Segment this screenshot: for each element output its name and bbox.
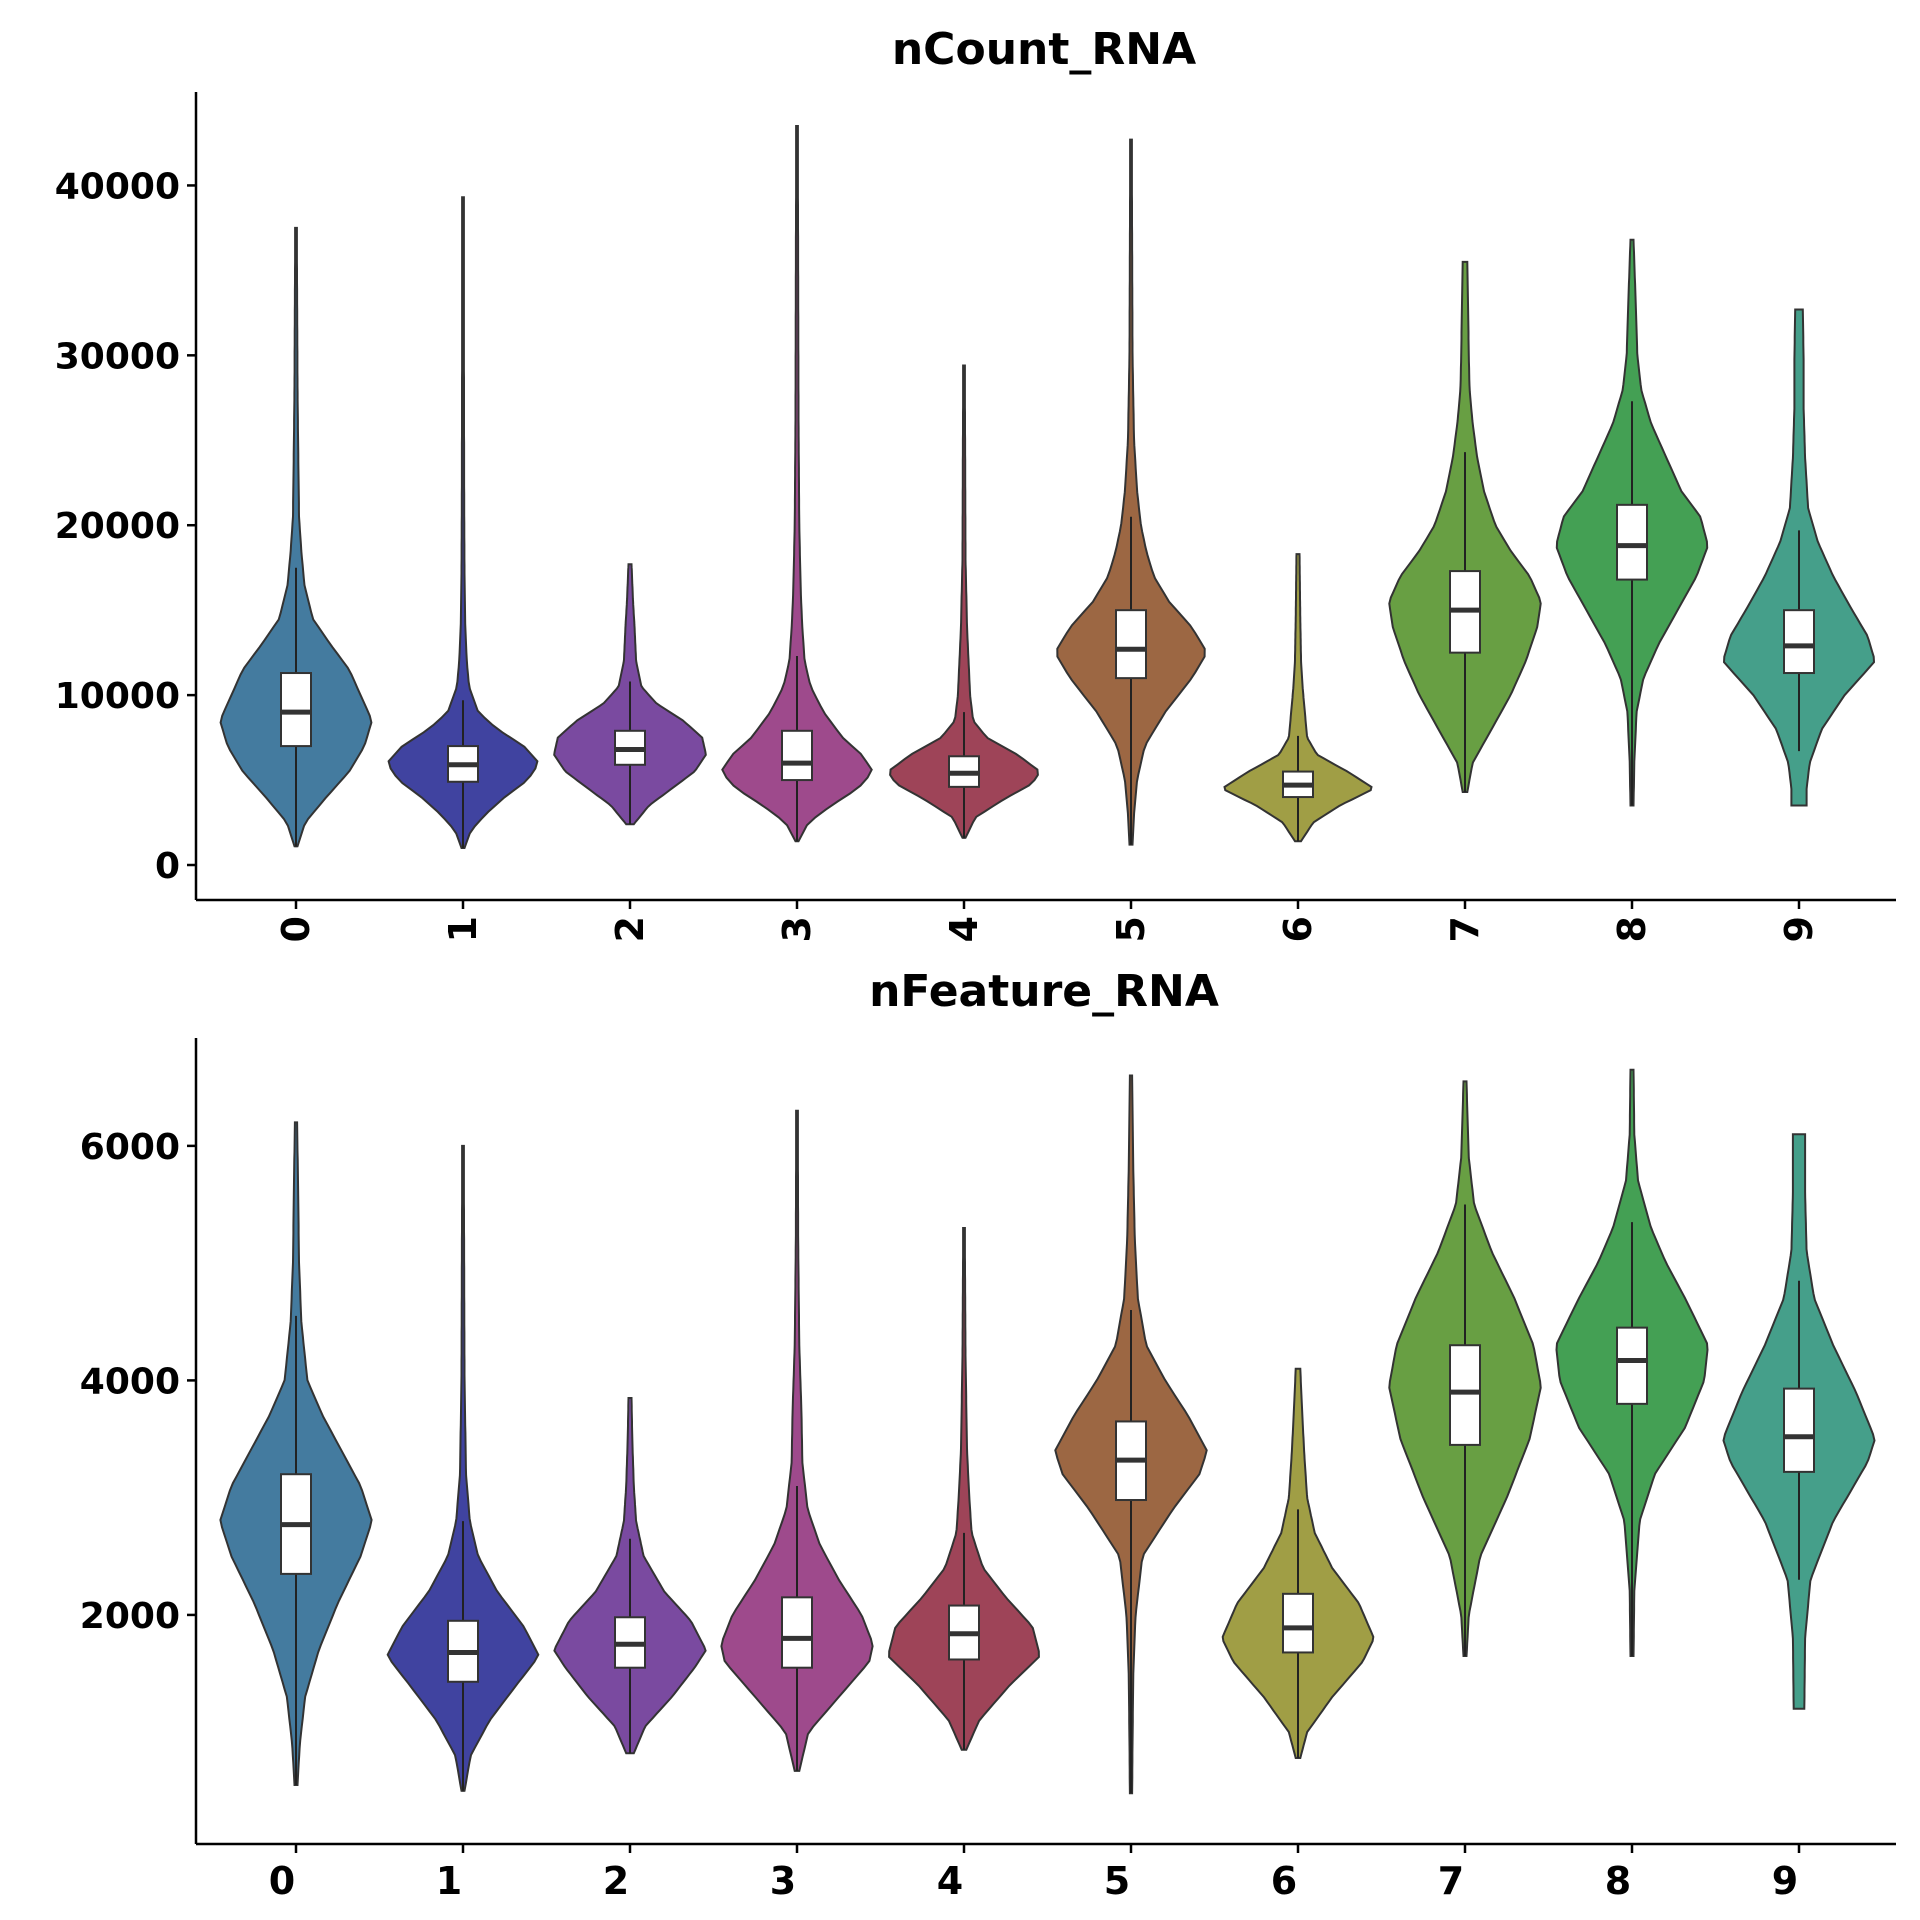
violin-9 xyxy=(1722,308,1876,807)
box-iqr xyxy=(280,672,312,748)
violin-shape xyxy=(387,196,539,850)
box-iqr xyxy=(1783,1387,1815,1473)
x-tick-label: 3 xyxy=(775,916,819,942)
violin-6 xyxy=(1221,1367,1375,1760)
violin-9 xyxy=(1722,1133,1876,1710)
x-tick-label: 2 xyxy=(608,916,652,942)
box-iqr xyxy=(1616,503,1648,581)
violin-7 xyxy=(1388,260,1542,794)
violin-shape xyxy=(888,1227,1040,1751)
x-tick-label: 1 xyxy=(441,916,485,942)
x-tick-label: 8 xyxy=(1610,916,1654,942)
violin-1 xyxy=(386,1144,540,1792)
violin-0 xyxy=(219,226,373,848)
violin-7 xyxy=(1388,1080,1542,1658)
violin-8 xyxy=(1555,238,1709,807)
x-tick-label: 1 xyxy=(436,1859,462,1903)
x-tick-label: 7 xyxy=(1438,1859,1464,1903)
violin-5 xyxy=(1056,138,1206,846)
violin-3 xyxy=(721,125,873,843)
y-tick-label: 20000 xyxy=(55,506,180,547)
x-tick-label: 4 xyxy=(942,916,986,942)
y-tick-label: 0 xyxy=(155,846,180,887)
x-tick-label: 6 xyxy=(1271,1859,1297,1903)
panel-title-ncount-rna: nCount_RNA xyxy=(892,24,1196,75)
panel-nfeature-rna: nFeature_RNA 2000 4000 6000 0 1 2 3 4 5 6 7 8 9 xyxy=(80,966,1896,1903)
violin-shape xyxy=(1223,553,1373,843)
y-tick-label: 6000 xyxy=(80,1127,180,1168)
violin-shape xyxy=(720,1109,874,1772)
x-tick-label: 7 xyxy=(1443,916,1487,942)
x-tick-label: 2 xyxy=(603,1859,629,1903)
box-iqr xyxy=(1783,609,1815,675)
violin-6 xyxy=(1223,553,1373,843)
violin-3 xyxy=(720,1109,874,1772)
violin-1 xyxy=(387,196,539,850)
violin-shape xyxy=(219,226,373,848)
violin-shape xyxy=(1056,138,1206,846)
y-tick-label: 30000 xyxy=(55,336,180,377)
violin-5 xyxy=(1054,1074,1208,1795)
violin-2 xyxy=(553,563,707,826)
x-tick-label: 0 xyxy=(274,916,318,942)
box-iqr xyxy=(781,729,813,782)
violin-shape xyxy=(386,1144,540,1792)
box-iqr xyxy=(1282,1592,1314,1654)
violin-8 xyxy=(1555,1068,1709,1658)
x-tick-label: 9 xyxy=(1777,916,1821,942)
x-tick-label: 5 xyxy=(1104,1859,1130,1903)
box-iqr xyxy=(1449,1344,1481,1446)
violin-2 xyxy=(553,1397,707,1755)
box-iqr xyxy=(1115,609,1147,680)
y-tick-label: 4000 xyxy=(80,1361,180,1402)
box-iqr xyxy=(1616,1326,1648,1405)
x-tick-label: 6 xyxy=(1276,916,1320,942)
violin-4 xyxy=(888,1227,1040,1751)
violin-shape xyxy=(889,364,1039,839)
x-tick-label: 0 xyxy=(269,1859,295,1903)
y-tick-label: 2000 xyxy=(80,1596,180,1637)
violin-shape xyxy=(721,125,873,843)
panel-ncount-rna: nCount_RNA 0 10000 20000 30000 40000 0 1 2 3 4 5 6 7… xyxy=(55,24,1896,942)
violin-4 xyxy=(889,364,1039,839)
y-tick-label: 40000 xyxy=(55,166,180,207)
x-tick-label: 4 xyxy=(937,1859,963,1903)
x-tick-label: 5 xyxy=(1109,916,1153,942)
x-tick-label: 9 xyxy=(1772,1859,1798,1903)
box-iqr xyxy=(781,1596,813,1669)
violin-0 xyxy=(219,1121,373,1787)
y-tick-label: 10000 xyxy=(55,676,180,717)
x-tick-label: 3 xyxy=(770,1859,796,1903)
panel-title-nfeature-rna: nFeature_RNA xyxy=(869,966,1219,1017)
x-tick-label: 8 xyxy=(1605,1859,1631,1903)
